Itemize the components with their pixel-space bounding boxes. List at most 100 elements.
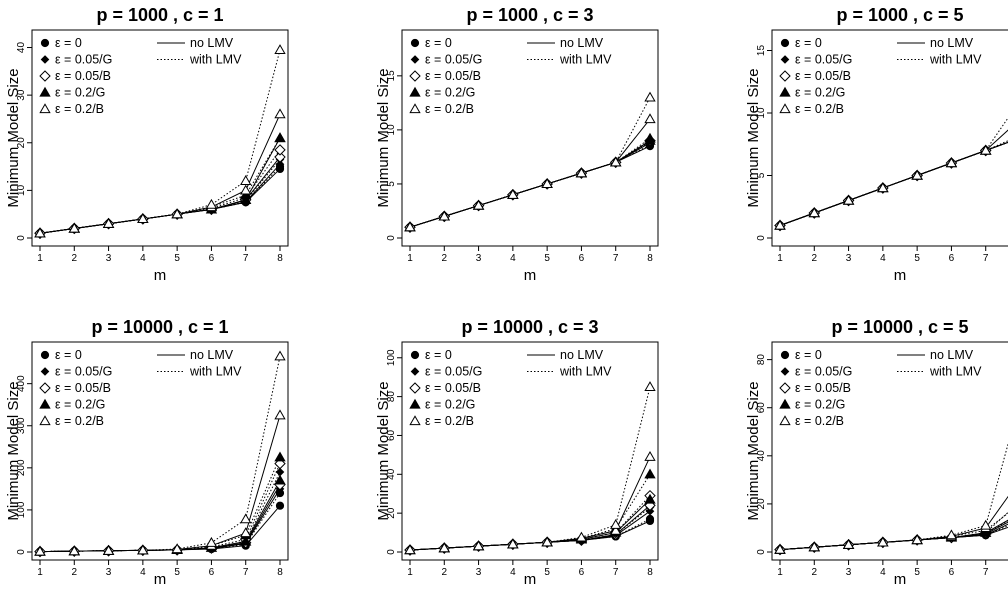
legend-label: ε = 0.2/B [795, 414, 844, 428]
data-point [610, 518, 622, 529]
x-axis-label: m [524, 267, 537, 284]
data-point [240, 535, 252, 546]
chart-title: p = 10000 , c = 3 [461, 317, 598, 337]
y-tick-label: 100 [386, 349, 397, 366]
data-point [644, 91, 656, 102]
y-tick-label: 0 [386, 235, 397, 241]
legend-marker [409, 103, 421, 114]
data-point [472, 199, 485, 210]
y-tick-label: 10 [756, 107, 767, 119]
legend-marker [39, 398, 51, 409]
y-tick-label: 10 [386, 124, 397, 136]
series-line [779, 495, 1008, 551]
y-tick-label: 0 [756, 549, 767, 555]
chart-title: p = 10000 , c = 5 [831, 317, 968, 337]
legend-label: no LMV [190, 348, 234, 362]
legend-marker [410, 367, 420, 376]
x-tick-label: 3 [476, 567, 482, 578]
legend-label: ε = 0.05/G [425, 365, 482, 379]
data-point [945, 529, 958, 540]
plot-frame [31, 29, 289, 247]
data-point [644, 132, 656, 143]
x-tick-label: 1 [777, 567, 783, 578]
legend-label: ε = 0 [795, 36, 822, 50]
legend-marker [40, 367, 50, 376]
legend-marker [40, 350, 50, 360]
y-tick-label: 20 [16, 137, 27, 149]
plot-frame [401, 341, 659, 561]
x-axis-label: m [154, 267, 167, 284]
legend-marker [409, 86, 421, 97]
y-tick-label: 40 [756, 450, 767, 462]
x-tick-label: 1 [407, 253, 413, 264]
legend-label: no LMV [560, 36, 604, 50]
legend-label: ε = 0.05/G [795, 365, 852, 379]
legend-label: ε = 0.05/B [55, 69, 111, 83]
plot-frame [31, 341, 289, 561]
data-point [137, 213, 149, 224]
legend-label: ε = 0.2/B [425, 102, 474, 116]
data-point [171, 208, 183, 219]
x-tick-label: 5 [174, 253, 180, 264]
x-tick-label: 5 [914, 567, 920, 578]
y-tick-label: 100 [16, 501, 27, 518]
legend-marker [409, 382, 421, 394]
data-point [240, 527, 252, 538]
legend-label: ε = 0.05/G [55, 53, 112, 67]
data-point [877, 182, 889, 193]
data-point [644, 381, 656, 392]
y-tick-label: 400 [16, 375, 27, 392]
y-tick-label: 0 [386, 549, 397, 555]
legend-marker [780, 38, 790, 48]
x-tick-label: 4 [510, 567, 516, 578]
y-tick-label: 0 [16, 235, 27, 241]
legend-label: with LMV [559, 53, 612, 67]
y-tick-label: 15 [756, 45, 767, 57]
data-point [541, 536, 553, 547]
legend-label: with LMV [929, 53, 982, 67]
legend-label: ε = 0.2/G [795, 86, 845, 100]
x-tick-label: 5 [174, 567, 180, 578]
data-point [274, 132, 286, 143]
y-tick-label: 80 [756, 354, 767, 366]
data-point [240, 175, 252, 185]
x-tick-label: 7 [243, 253, 249, 264]
legend-marker [410, 350, 420, 360]
data-point [404, 544, 416, 555]
legend-label: ε = 0.2/B [55, 102, 104, 116]
y-tick-label: 5 [756, 172, 767, 178]
legend-label: ε = 0.05/B [795, 69, 851, 83]
chart-panel: p = 10000 , c = 5 m Minimum Model Size 1 2 3 4… [745, 317, 1008, 588]
y-tick-label: 20 [756, 498, 767, 510]
data-point [774, 219, 786, 230]
plot-area [774, 442, 1008, 556]
chart-title: p = 1000 , c = 1 [96, 5, 223, 25]
legend-label: ε = 0.2/G [55, 398, 105, 412]
legend-marker [409, 70, 421, 82]
series-line [39, 149, 281, 234]
x-tick-label: 7 [613, 567, 619, 578]
x-tick-label: 1 [407, 567, 413, 578]
legend-marker [779, 415, 791, 426]
y-tick-label: 300 [16, 417, 27, 434]
series-line [39, 356, 281, 553]
x-tick-label: 8 [647, 567, 653, 578]
x-tick-label: 2 [812, 253, 818, 264]
data-point [274, 151, 286, 163]
legend-label: ε = 0.05/G [55, 365, 112, 379]
y-tick-label: 10 [16, 184, 27, 196]
data-point [644, 113, 656, 124]
chart-title: p = 10000 , c = 1 [91, 317, 228, 337]
data-point [274, 108, 286, 119]
x-tick-label: 5 [544, 253, 550, 264]
data-point [808, 541, 820, 552]
y-tick-label: 20 [386, 507, 397, 519]
data-point [911, 534, 923, 545]
x-axis-label: m [894, 571, 907, 588]
series-line [39, 137, 281, 234]
legend: ε = 0 ε = 0.05/G ε = 0.05/B ε = 0.2/G ε = 0.… [779, 348, 982, 428]
series-line [409, 386, 651, 551]
x-tick-label: 2 [442, 567, 448, 578]
legend-marker [780, 55, 790, 64]
x-tick-label: 1 [37, 567, 43, 578]
